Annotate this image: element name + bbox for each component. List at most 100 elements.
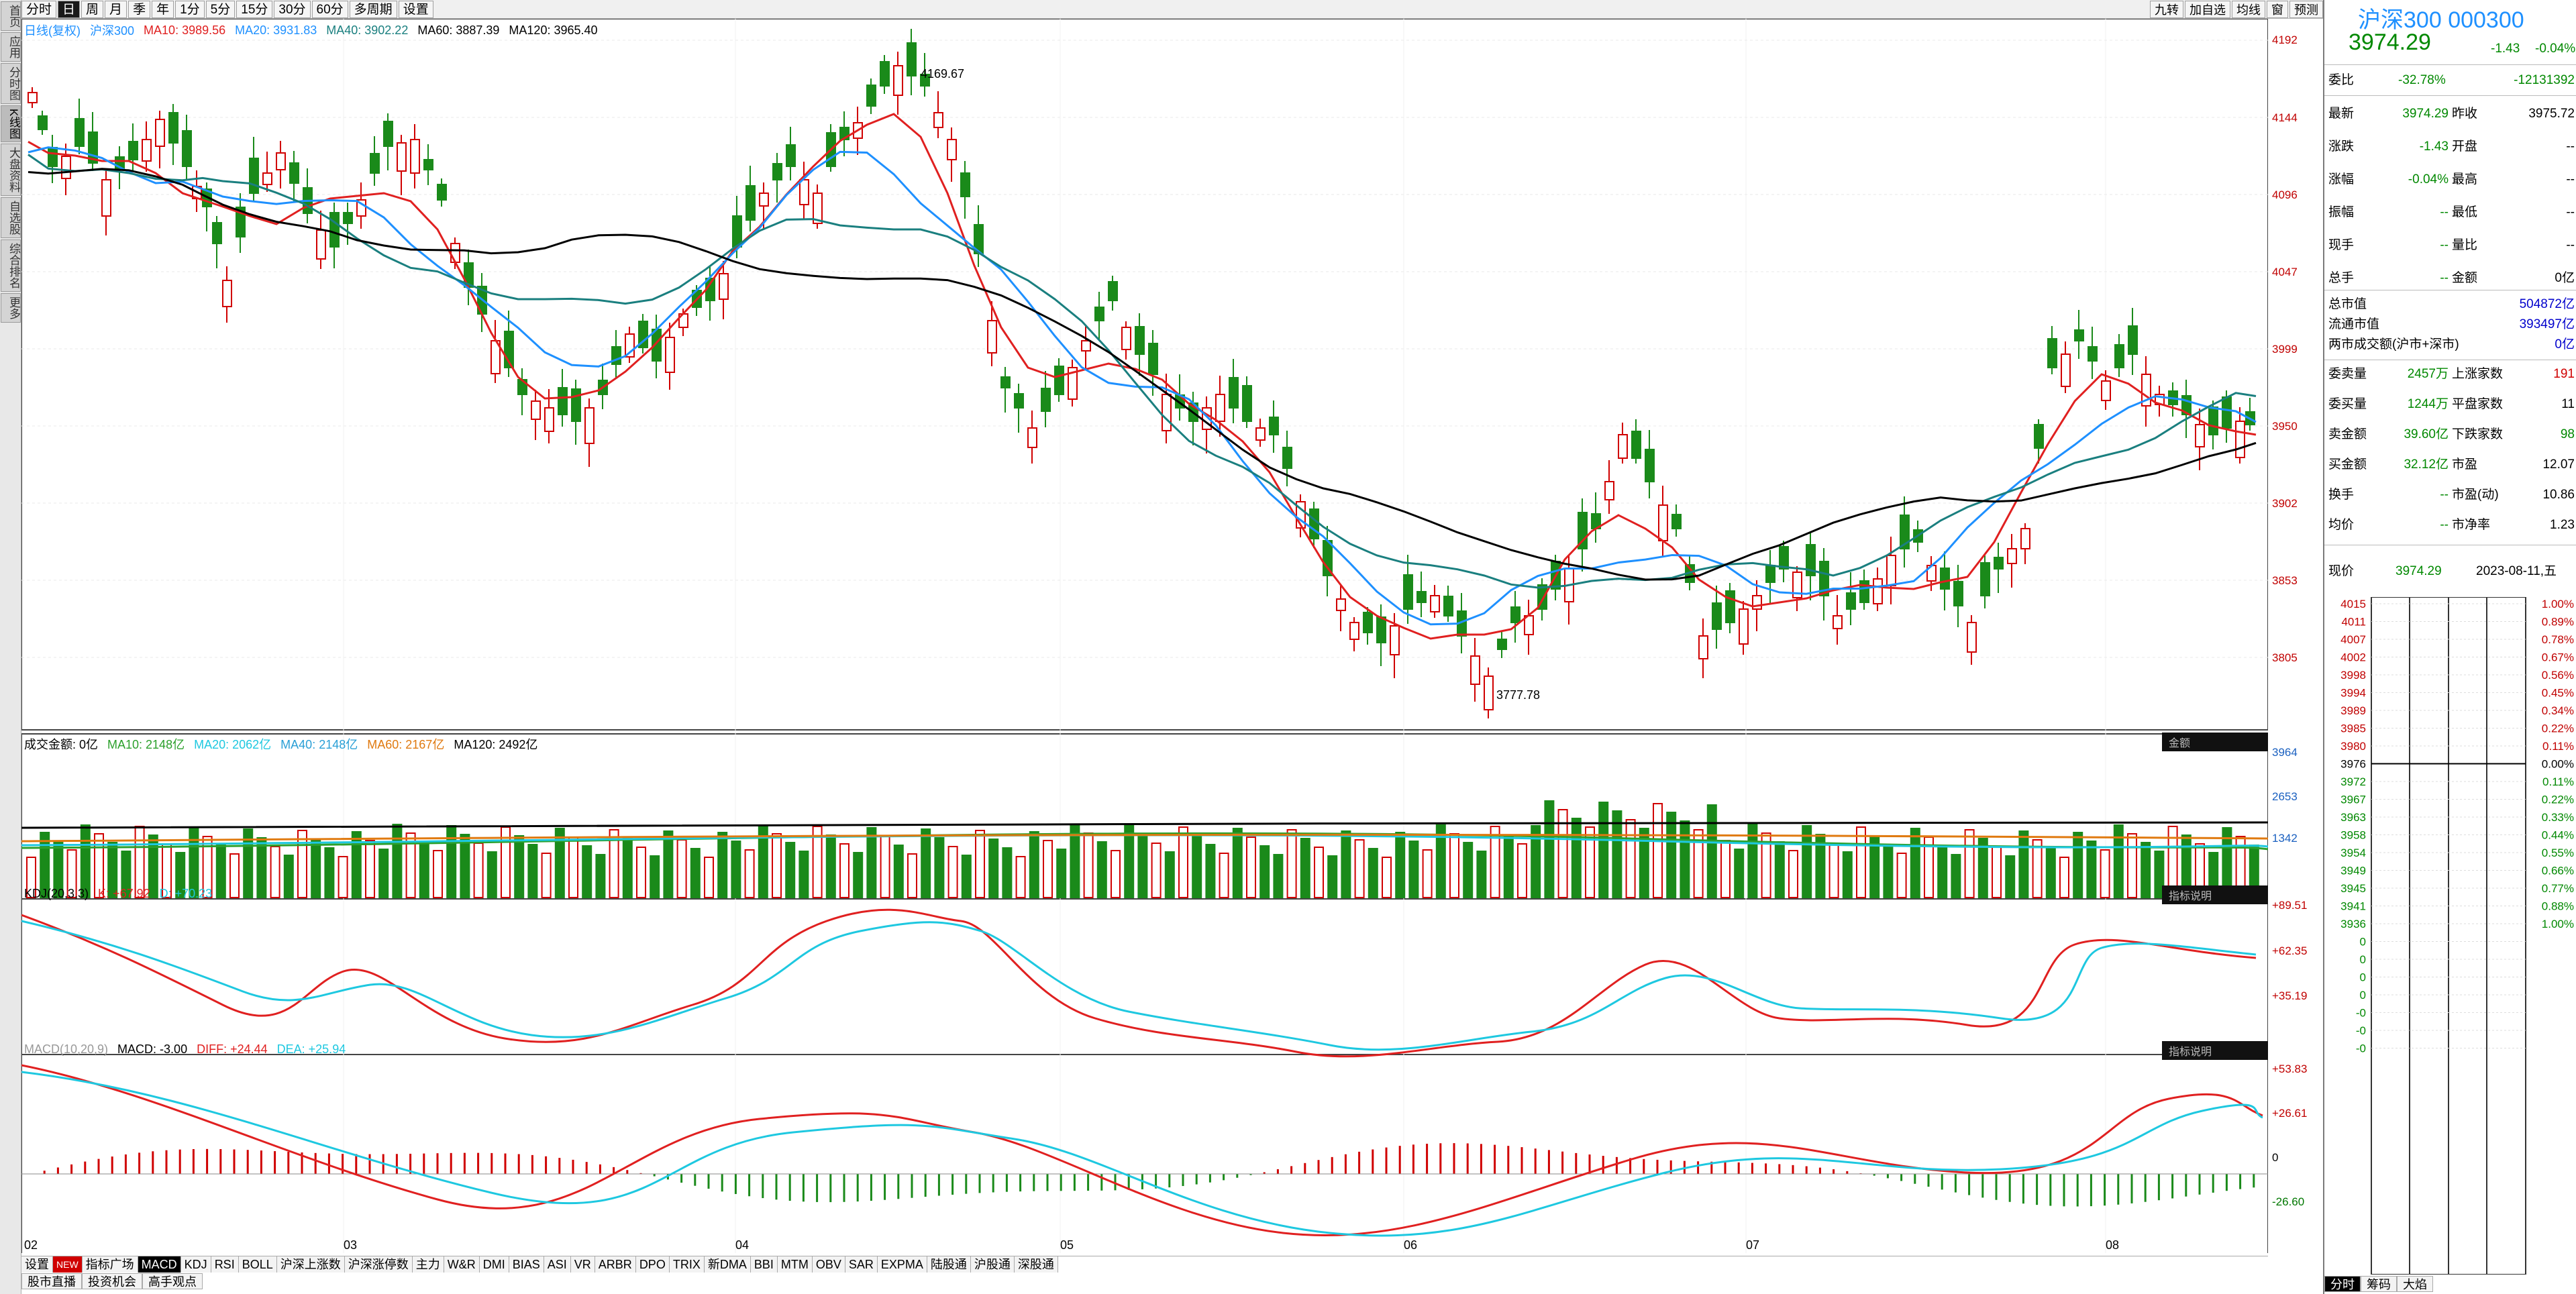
indicator-tab[interactable]: SAR — [845, 1256, 878, 1273]
indicator-tab[interactable]: TRIX — [669, 1256, 705, 1273]
indicator-tab[interactable]: BIAS — [509, 1256, 544, 1273]
indicator-tab[interactable]: ASI — [544, 1256, 571, 1273]
price-tick: 4144 — [2272, 111, 2298, 124]
period-settings[interactable]: 设置 — [398, 0, 433, 18]
kdj-tag[interactable]: 指标说明 — [2162, 885, 2268, 904]
mini-left-tick: 3958 — [2340, 829, 2366, 842]
tool-forecast[interactable]: 预测 — [2289, 0, 2323, 18]
panel-frame — [21, 19, 2268, 731]
nav-watchlist[interactable]: 自选股 — [1, 197, 21, 239]
tool-ma[interactable]: 均线 — [2232, 0, 2265, 18]
period-month[interactable]: 月 — [105, 0, 127, 18]
candle-body — [168, 112, 178, 144]
period-5min[interactable]: 5分 — [205, 0, 236, 18]
volume-bar — [1219, 853, 1229, 898]
indicator-tab[interactable]: BOLL — [238, 1256, 277, 1273]
volume-bar — [921, 828, 931, 898]
macd-tag[interactable]: 指标说明 — [2162, 1041, 2268, 1060]
period-quarter[interactable]: 季 — [128, 0, 151, 18]
candle-body — [1416, 591, 1427, 603]
indicator-tab[interactable]: 沪深涨停数 — [344, 1256, 413, 1273]
mini-tab[interactable]: 筹码 — [2361, 1276, 2397, 1292]
indicator-tab[interactable]: 新DMA — [704, 1256, 751, 1273]
indicator-tab[interactable]: RSI — [211, 1256, 239, 1273]
kdj-legend: KDJ(20,3,3) K: +67.92 D: +70.23 — [24, 887, 212, 901]
candle-body — [74, 118, 85, 147]
period-timeshare[interactable]: 分时 — [21, 0, 57, 18]
kdj-tick: +89.51 — [2272, 899, 2308, 912]
volume-bar — [2154, 851, 2165, 898]
candle-body — [423, 159, 433, 170]
mini-tab[interactable]: 分时 — [2324, 1276, 2361, 1292]
nav-timeshare[interactable]: 分时图 — [1, 63, 21, 104]
kline-chart[interactable] — [21, 19, 2268, 1253]
period-year[interactable]: 年 — [152, 0, 174, 18]
nav-more[interactable]: 更多 — [1, 293, 21, 323]
indicator-tab[interactable]: ARBR — [595, 1256, 636, 1273]
indicator-tab[interactable]: 沪深上涨数 — [276, 1256, 345, 1273]
indicator-tab[interactable]: MACD — [138, 1256, 181, 1273]
indicator-tab[interactable]: MTM — [777, 1256, 813, 1273]
mini-right-tick: 0.44% — [2542, 829, 2574, 842]
indicator-tab[interactable]: KDJ — [181, 1256, 211, 1273]
tool-nine-turn[interactable]: 九转 — [2150, 0, 2183, 18]
tool-window[interactable]: 窗 — [2267, 0, 2288, 18]
market-row: 流通市值 393497亿 — [2328, 317, 2575, 331]
candle-body — [1980, 562, 1990, 596]
nav-kline[interactable]: K线图 — [1, 105, 21, 143]
volume-bar — [1043, 840, 1053, 898]
nav-apps[interactable]: 应用 — [1, 32, 21, 62]
low-annotation: 3777.78 — [1496, 688, 1541, 702]
indicator-tab[interactable]: 主力 — [412, 1256, 444, 1273]
indicator-tab[interactable]: BBI — [750, 1256, 778, 1273]
volume-bar — [1232, 828, 1243, 898]
volume-bar — [798, 851, 809, 898]
indicator-tab[interactable]: NEW — [53, 1256, 83, 1273]
volume-bar — [676, 839, 687, 898]
tool-add-watch[interactable]: 加自选 — [2185, 0, 2230, 18]
indicator-tab[interactable]: EXPMA — [877, 1256, 927, 1273]
indicator-tab[interactable]: VR — [570, 1256, 595, 1273]
indicator-tab[interactable]: DMI — [479, 1256, 509, 1273]
period-multi[interactable]: 多周期 — [349, 0, 397, 18]
period-30min[interactable]: 30分 — [274, 0, 311, 18]
indicator-tab[interactable]: W&R — [444, 1256, 480, 1273]
volume-bar — [812, 826, 823, 898]
period-60min[interactable]: 60分 — [311, 0, 348, 18]
period-day[interactable]: 日 — [58, 0, 81, 18]
period-week[interactable]: 周 — [81, 0, 104, 18]
indicator-tab[interactable]: 陆股通 — [927, 1256, 971, 1273]
volume-bar — [717, 832, 728, 898]
indicator-tab[interactable]: 指标广场 — [82, 1256, 138, 1273]
period-1min[interactable]: 1分 — [175, 0, 205, 18]
bottom-link[interactable]: 投资机会 — [82, 1273, 142, 1289]
nav-market-info[interactable]: 大盘资料 — [1, 144, 21, 197]
volume-tag[interactable]: 金额 — [2162, 733, 2268, 751]
volume-bar — [1422, 849, 1433, 898]
nav-ranking[interactable]: 综合排名 — [1, 239, 21, 292]
market-row: 总市值 504872亿 — [2328, 297, 2575, 311]
bottom-link[interactable]: 股市直播 — [21, 1273, 82, 1289]
bottom-link[interactable]: 高手观点 — [142, 1273, 203, 1289]
indicator-tab[interactable]: OBV — [812, 1256, 845, 1273]
candle-body — [920, 74, 930, 87]
indicator-tab[interactable]: DPO — [635, 1256, 670, 1273]
month-label: 07 — [1746, 1238, 1760, 1252]
volume-bar — [772, 833, 782, 898]
candle-body — [1645, 449, 1655, 482]
candle-body — [1376, 616, 1386, 643]
nav-home[interactable]: 首页 — [1, 1, 21, 31]
candle-body — [1054, 366, 1064, 395]
indicator-tab[interactable]: 沪股通 — [970, 1256, 1015, 1273]
mini-left-tick: 4015 — [2340, 598, 2366, 610]
mini-timeshare-chart[interactable]: 4015 4011 4007 4002 3998 3994 3989 3985 3980 3976… — [2324, 597, 2576, 1275]
volume-bar — [148, 834, 158, 898]
volume-bar — [1178, 826, 1188, 898]
indicator-tab[interactable]: 设置 — [21, 1256, 53, 1273]
period-15min[interactable]: 15分 — [236, 0, 273, 18]
candle-body — [907, 42, 917, 76]
mini-tab[interactable]: 大焰 — [2397, 1276, 2433, 1292]
volume-bar — [1490, 826, 1500, 898]
indicator-tab[interactable]: 深股通 — [1014, 1256, 1058, 1273]
volume-bar — [1015, 856, 1026, 898]
